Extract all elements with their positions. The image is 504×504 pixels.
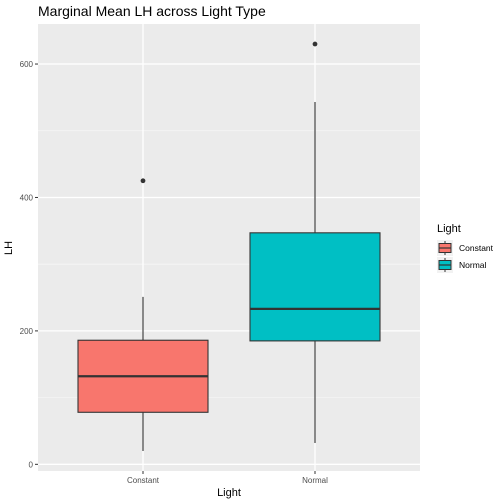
legend-key-constant xyxy=(437,240,453,256)
box-normal xyxy=(249,232,381,342)
legend-title: Light xyxy=(437,223,461,235)
y-tick-label: 200 xyxy=(20,327,34,336)
y-tick-label: 400 xyxy=(20,193,34,202)
y-tick-label: 600 xyxy=(20,60,34,69)
x-tick-label: Constant xyxy=(127,476,160,485)
outlier-point xyxy=(312,41,318,47)
chart-title: Marginal Mean LH across Light Type xyxy=(38,3,266,19)
outlier-point xyxy=(140,178,146,184)
y-tick-label: 0 xyxy=(29,460,34,469)
x-tick-label: Normal xyxy=(302,476,328,485)
legend-label-normal: Normal xyxy=(459,260,487,270)
boxplot-normal xyxy=(249,41,381,443)
boxes-layer xyxy=(77,41,381,451)
axis-layer: 0 200 400 600 Constant Normal xyxy=(20,60,328,485)
legend: Light Constant Normal xyxy=(437,223,494,273)
y-axis-title: LH xyxy=(3,241,15,255)
boxplot-constant xyxy=(77,178,209,451)
legend-label-constant: Constant xyxy=(459,243,494,253)
legend-key-normal xyxy=(437,257,453,273)
legend-items: Constant Normal xyxy=(437,240,494,273)
x-axis-title: Light xyxy=(217,487,241,499)
